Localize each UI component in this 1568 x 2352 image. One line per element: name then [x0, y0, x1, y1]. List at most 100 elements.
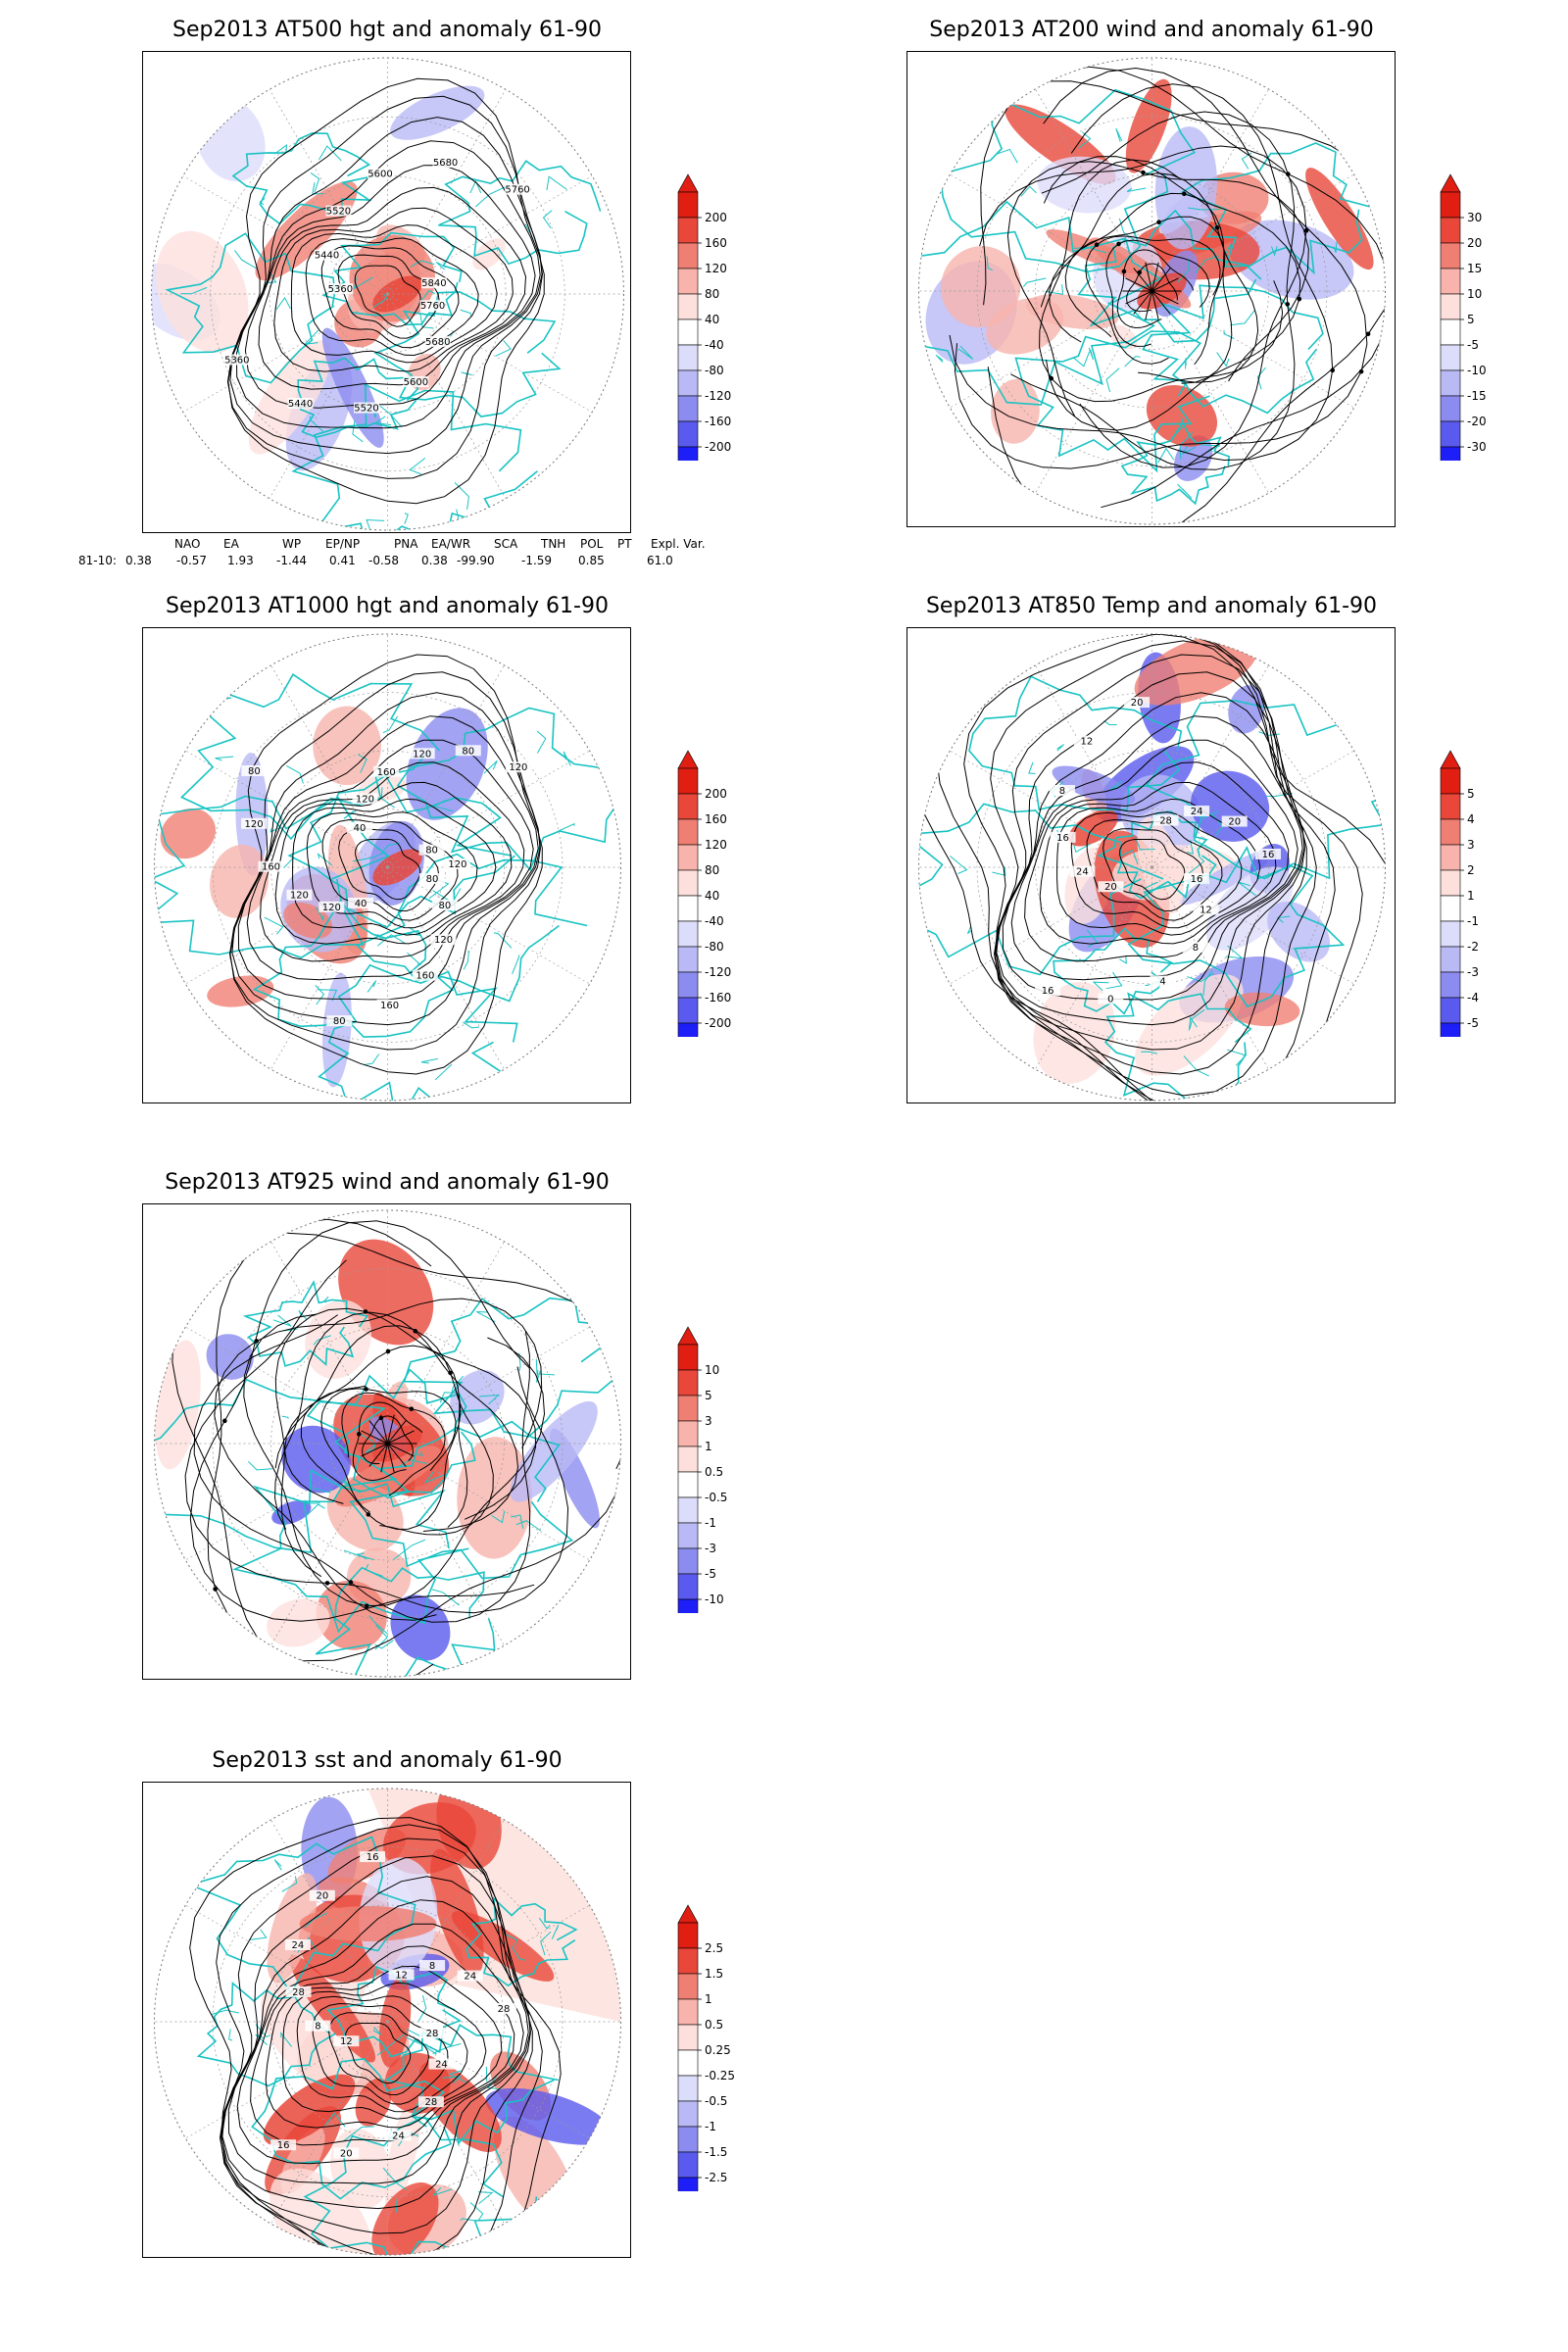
contour-label: 120 [448, 859, 466, 870]
contour-label: 5760 [505, 185, 529, 196]
colorbar-segment [677, 1998, 699, 2026]
contour-label: 16 [1262, 850, 1275, 860]
contour-label: 24 [292, 1940, 305, 1951]
colorbar-segment [677, 2151, 699, 2179]
colorbar-label: 10 [1467, 287, 1482, 301]
colorbar-segment [1440, 191, 1461, 219]
colorbar-label: -3 [1467, 965, 1479, 979]
index-name: POL [580, 537, 604, 551]
colorbar-label: 200 [705, 787, 727, 801]
contour-label: 5760 [420, 301, 445, 312]
colorbar-label: 40 [705, 313, 719, 326]
colorbar-segment [677, 997, 699, 1024]
contour-label: 24 [464, 1972, 476, 1983]
colorbar-label: 1 [705, 1440, 712, 1453]
index-value: 61.0 [647, 554, 673, 567]
contour-label: 5680 [425, 337, 450, 348]
colorbar-segment [677, 1369, 699, 1396]
colorbar-label: -200 [705, 1016, 731, 1030]
contour-label: 5520 [354, 404, 378, 415]
colorbar: 30 20 15 10 5 -5 -10 -15 -20 -30 [1440, 173, 1487, 461]
colorbar-segment [677, 293, 699, 320]
polar-map [918, 57, 1386, 525]
contour-label: 8 [1193, 943, 1199, 954]
anomaly-blob [457, 1437, 532, 1559]
contour-label: 28 [426, 2029, 439, 2039]
colorbar-label: 5 [705, 1389, 712, 1402]
colorbar-label: 2.5 [705, 1941, 723, 1955]
polar-map [154, 1209, 621, 1678]
contour-label: 120 [356, 794, 374, 805]
colorbar-segment [677, 895, 699, 922]
panel-title: Sep2013 sst and anomaly 61-90 [212, 1748, 563, 1773]
anomaly-blob [1037, 156, 1132, 214]
colorbar-label: 80 [705, 863, 719, 877]
colorbar-label: -10 [1467, 364, 1487, 377]
colorbar-label: 5 [1467, 313, 1475, 326]
colorbar-label: -1 [705, 2120, 716, 2133]
anomaly-blob [1033, 982, 1116, 1084]
index-name: Expl. Var. [651, 537, 706, 551]
colorbar-segment [677, 920, 699, 948]
colorbar-label: 80 [705, 287, 719, 301]
contour-label: 0 [1107, 994, 1113, 1004]
colorbar-label: -5 [1467, 338, 1479, 352]
anomaly-blob [156, 230, 249, 354]
anomaly-shading [1033, 634, 1331, 1084]
contour-label: 12 [1200, 906, 1212, 916]
colorbar-segment [677, 191, 699, 219]
colorbar-segment [677, 369, 699, 397]
graticule [151, 58, 624, 530]
contour-label: 120 [434, 935, 453, 946]
colorbar-label: -2.5 [705, 2171, 727, 2184]
contour-label: 80 [333, 1016, 346, 1027]
colorbar-segment [677, 2100, 699, 2128]
anomaly-blob [267, 1598, 330, 1647]
colorbar-label: 2 [1467, 863, 1475, 877]
contour-label: 5360 [224, 356, 249, 367]
anomaly-blob [355, 2078, 392, 2127]
colorbar-segment [677, 2126, 699, 2153]
contour-lines [226, 77, 545, 505]
anomaly-blob [941, 246, 1021, 328]
colorbar-segment [677, 242, 699, 270]
colorbar-segment [1440, 1022, 1461, 1037]
colorbar-label: -5 [1467, 1016, 1479, 1030]
graticule [154, 1210, 621, 1677]
colorbar-label: -1.5 [705, 2145, 727, 2159]
contour-label: 20 [317, 1891, 329, 1902]
contour-label: 40 [355, 899, 368, 909]
colorbar-segment [677, 1471, 699, 1498]
anomaly-blob [160, 808, 217, 859]
colorbar-label: -160 [705, 991, 731, 1004]
anomaly-blob [321, 972, 352, 1088]
contour-label: 28 [1159, 816, 1172, 827]
anomaly-blob [472, 238, 506, 270]
index-name: TNH [541, 537, 566, 551]
index-value: 0.38 [421, 554, 448, 567]
polar-map: 80 80 120 160 160 80 40 120 120 160 120 80 40 120 160 1… [154, 633, 621, 1102]
colorbar-label: -0.25 [705, 2069, 735, 2082]
colorbar-segment [677, 217, 699, 244]
colorbar-segment [1440, 920, 1461, 948]
contour-label: 120 [322, 903, 341, 913]
anomaly-blob [261, 1981, 363, 2091]
map-boundary [918, 633, 1386, 1102]
colorbar-segment [1440, 793, 1461, 820]
map-boundary [154, 1788, 621, 2256]
colorbar-segment [677, 2049, 699, 2077]
panel-title: Sep2013 AT925 wind and anomaly 61-90 [165, 1170, 610, 1195]
colorbar-label: -15 [1467, 389, 1487, 403]
colorbar-segment [1440, 242, 1461, 270]
colorbar-label: 1 [1467, 889, 1475, 903]
contour-label: 24 [435, 2060, 448, 2071]
colorbar: 200 160 120 80 40 -40 -80 -120 -160 -200 [677, 750, 731, 1037]
anomaly-blob [1046, 228, 1141, 274]
colorbar-segment [1440, 869, 1461, 897]
teleconnection-index-table: 81-10: NAO EA WP EP/NP PNA EA/WR SCA TNH… [78, 537, 706, 570]
colorbar-segment [677, 1395, 699, 1422]
colorbar-segment [1440, 318, 1461, 346]
streamlines [949, 66, 1386, 524]
index-value: -0.57 [176, 554, 208, 567]
contour-label: 5600 [404, 377, 428, 388]
